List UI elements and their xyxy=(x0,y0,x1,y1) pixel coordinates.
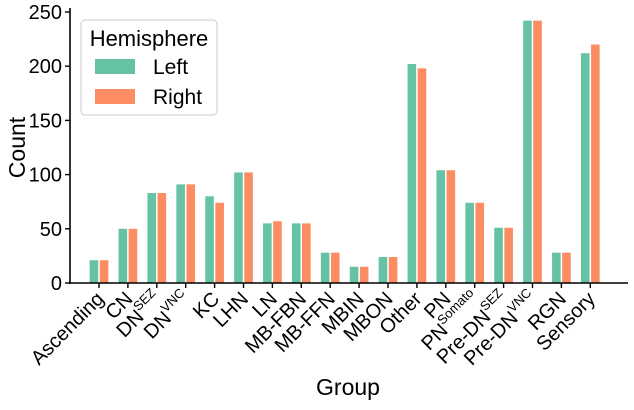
bar-right-15 xyxy=(533,20,542,283)
bars-layer xyxy=(89,20,600,284)
legend-label-right: Right xyxy=(153,86,202,109)
y-tick-label-0: 0 xyxy=(51,273,62,295)
y-tick-label-4: 200 xyxy=(29,56,62,78)
bar-left-2 xyxy=(147,193,157,283)
legend-label-left: Left xyxy=(153,56,188,79)
bar-left-5 xyxy=(234,172,243,283)
bar-left-17 xyxy=(580,53,590,283)
bar-left-11 xyxy=(407,64,417,283)
x-tick-label-0: Ascending xyxy=(27,288,109,370)
bar-left-1 xyxy=(118,228,128,283)
bar-right-5 xyxy=(244,172,253,283)
bar-left-0 xyxy=(89,260,99,283)
bar-right-16 xyxy=(562,252,571,283)
x-tick-label-base-3: DN xyxy=(140,307,176,343)
bar-left-6 xyxy=(263,223,272,283)
bar-left-8 xyxy=(320,252,330,283)
legend-swatch-left xyxy=(95,59,135,74)
legend-title: Hemisphere xyxy=(90,26,209,51)
x-tick-label-base-0: Ascending xyxy=(27,288,109,370)
bar-right-13 xyxy=(475,202,485,283)
y-tick-label-2: 100 xyxy=(29,165,62,187)
bar-left-7 xyxy=(291,223,301,283)
bar-right-9 xyxy=(359,266,369,283)
bar-left-15 xyxy=(523,20,532,283)
y-tick-label-5: 250 xyxy=(29,2,62,24)
bar-right-1 xyxy=(128,228,138,283)
x-tick-label-5: LHN xyxy=(209,288,253,332)
bar-right-0 xyxy=(99,260,109,283)
bar-left-16 xyxy=(552,252,561,283)
bar-right-12 xyxy=(446,170,456,283)
x-tick-label-base-5: LHN xyxy=(209,288,253,332)
bar-right-7 xyxy=(302,223,311,283)
bar-right-14 xyxy=(504,227,513,283)
bar-right-10 xyxy=(388,256,398,283)
bar-right-3 xyxy=(186,184,196,283)
bar-right-8 xyxy=(330,252,340,283)
bar-right-6 xyxy=(273,221,282,283)
bar-left-3 xyxy=(176,184,185,283)
bar-right-17 xyxy=(591,44,600,283)
legend: Hemisphere Left Right xyxy=(80,19,218,116)
bar-right-11 xyxy=(417,68,427,284)
bar-left-13 xyxy=(465,202,474,283)
x-axis-title: Group xyxy=(316,374,380,400)
bar-right-2 xyxy=(157,193,167,283)
bar-left-14 xyxy=(494,227,503,283)
bar-right-4 xyxy=(215,202,224,283)
y-tick-label-3: 150 xyxy=(29,110,62,132)
y-tick-label-1: 50 xyxy=(40,219,62,241)
legend-swatch-right xyxy=(95,89,135,104)
bar-left-9 xyxy=(349,266,359,283)
bar-left-12 xyxy=(436,170,446,283)
bar-left-4 xyxy=(205,196,214,283)
y-axis-title: Count xyxy=(4,116,30,178)
bar-left-10 xyxy=(378,256,388,283)
